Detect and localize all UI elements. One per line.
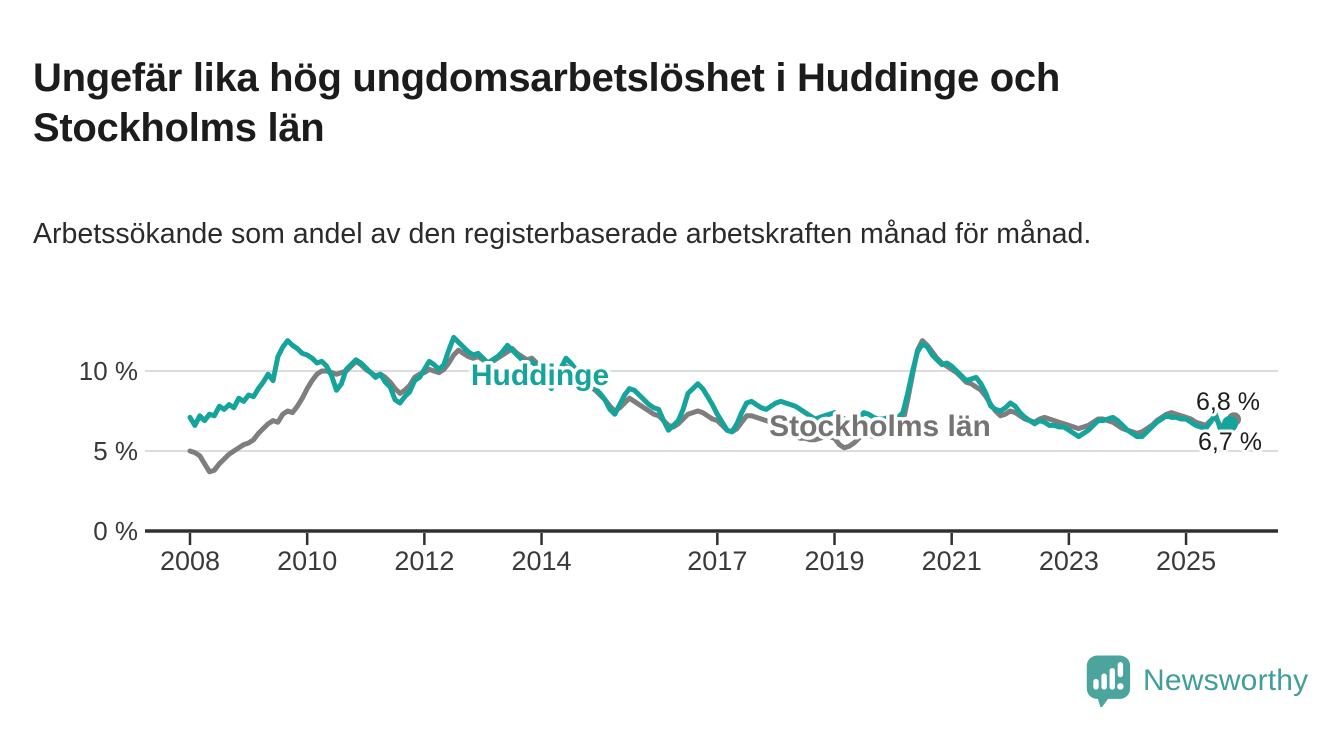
x-axis-label-2021: 2021 xyxy=(922,546,982,576)
y-axis-label-0: 0 % xyxy=(93,516,138,546)
y-axis-label-10: 10 % xyxy=(79,356,138,386)
x-axis-label-2010: 2010 xyxy=(277,546,337,576)
newsworthy-logo-text: Newsworthy xyxy=(1143,664,1309,697)
x-axis-label-2025: 2025 xyxy=(1156,546,1216,576)
huddinge-end-dot xyxy=(1222,415,1238,432)
newsworthy-logo-icon xyxy=(1086,655,1131,707)
huddinge-end-value-label: 6,7 % xyxy=(1198,428,1262,456)
x-axis-label-2008: 2008 xyxy=(160,546,220,576)
chart-title: Ungefär lika hög ungdomsarbetslöshet i H… xyxy=(33,55,1061,150)
x-axis-label-2014: 2014 xyxy=(512,546,572,576)
y-axis-label-5: 5 % xyxy=(93,436,138,466)
x-axis-label-2012: 2012 xyxy=(394,546,454,576)
x-axis-label-2017: 2017 xyxy=(687,546,747,576)
stockholms-l-n-end-value-label: 6,8 % xyxy=(1196,388,1260,416)
stockholms-l-n-line xyxy=(187,338,1233,475)
newsworthy-logo[interactable]: Newsworthy xyxy=(1086,655,1308,707)
huddinge-line xyxy=(187,334,1233,440)
huddinge-series-label: Huddinge xyxy=(471,359,609,392)
stockholms-l-n-series-label: Stockholms län xyxy=(769,410,991,443)
x-axis-label-2023: 2023 xyxy=(1039,546,1099,576)
chart-subtitle: Arbetssökande som andel av den registerb… xyxy=(33,217,1092,250)
x-axis-label-2019: 2019 xyxy=(804,546,864,576)
